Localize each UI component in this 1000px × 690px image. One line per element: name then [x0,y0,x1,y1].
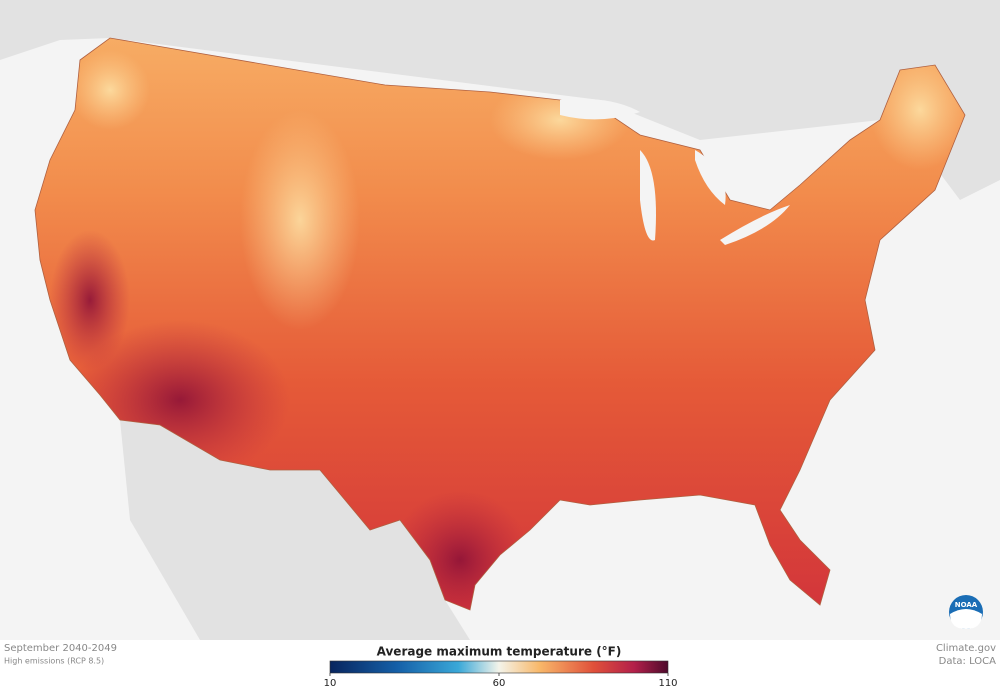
lake-erie [720,205,790,245]
color-bar-tick-label: 110 [658,678,677,689]
period: September 2040-2049 [4,643,117,654]
data-credit: Data: LOCA [939,656,996,667]
scenario: High emissions (RCP 8.5) [4,657,104,666]
mexico [120,420,470,640]
lake-huron [695,150,726,205]
color-bar-tick-label: 60 [493,678,506,689]
hot-region [50,230,130,370]
site-credit: Climate.gov [936,643,996,654]
legend-title: Average maximum temperature (°F) [377,645,622,659]
cool-region [240,110,360,330]
canada [0,0,1000,200]
noaa-logo-text: NOAA [955,601,978,609]
color-bar-tick-label: 10 [324,678,337,689]
noaa-logo-wave [950,609,982,629]
lake-superior [560,98,640,120]
color-bar [329,660,669,674]
cool-region [70,50,150,130]
lake-michigan [640,150,656,241]
